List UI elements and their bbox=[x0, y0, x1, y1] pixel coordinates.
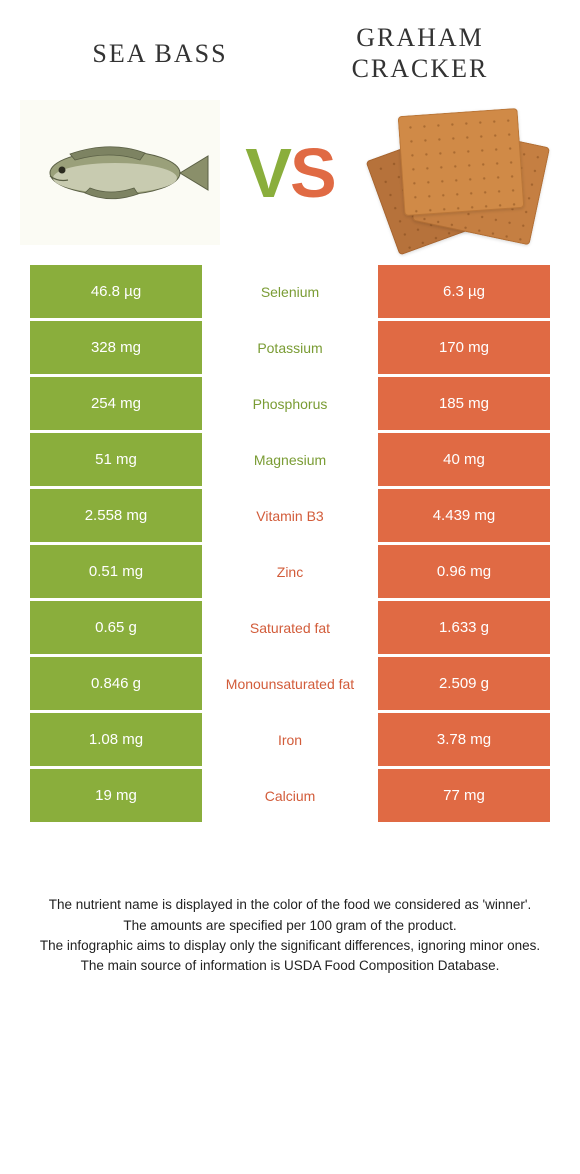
right-value-cell: 6.3 µg bbox=[378, 265, 550, 318]
table-row: 0.846 gMonounsaturated fat2.509 g bbox=[30, 657, 550, 710]
right-food-image bbox=[360, 100, 560, 245]
table-row: 51 mgMagnesium40 mg bbox=[30, 433, 550, 486]
left-value-cell: 2.558 mg bbox=[30, 489, 202, 542]
nutrient-name-cell: Iron bbox=[202, 713, 378, 766]
vs-letter-s: S bbox=[290, 133, 335, 213]
left-value-cell: 328 mg bbox=[30, 321, 202, 374]
right-value-cell: 3.78 mg bbox=[378, 713, 550, 766]
table-row: 328 mgPotassium170 mg bbox=[30, 321, 550, 374]
footer-line: The main source of information is USDA F… bbox=[30, 956, 550, 976]
right-food-title: GRAHAM CRACKER bbox=[290, 22, 550, 84]
footer-line: The infographic aims to display only the… bbox=[30, 936, 550, 956]
left-food-image bbox=[20, 100, 220, 245]
left-value-cell: 1.08 mg bbox=[30, 713, 202, 766]
right-value-cell: 185 mg bbox=[378, 377, 550, 430]
nutrient-name-cell: Selenium bbox=[202, 265, 378, 318]
footer-line: The amounts are specified per 100 gram o… bbox=[30, 916, 550, 936]
fish-icon bbox=[30, 138, 210, 208]
nutrient-name-cell: Zinc bbox=[202, 545, 378, 598]
table-row: 46.8 µgSelenium6.3 µg bbox=[30, 265, 550, 318]
right-value-cell: 77 mg bbox=[378, 769, 550, 822]
right-value-cell: 1.633 g bbox=[378, 601, 550, 654]
footer-line: The nutrient name is displayed in the co… bbox=[30, 895, 550, 915]
left-value-cell: 0.65 g bbox=[30, 601, 202, 654]
left-value-cell: 0.846 g bbox=[30, 657, 202, 710]
nutrient-name-cell: Calcium bbox=[202, 769, 378, 822]
nutrient-name-cell: Magnesium bbox=[202, 433, 378, 486]
left-value-cell: 19 mg bbox=[30, 769, 202, 822]
right-value-cell: 40 mg bbox=[378, 433, 550, 486]
crackers-icon bbox=[375, 108, 545, 238]
left-value-cell: 0.51 mg bbox=[30, 545, 202, 598]
left-food-title: SEA BASS bbox=[30, 38, 290, 69]
nutrient-name-cell: Phosphorus bbox=[202, 377, 378, 430]
vs-letter-v: V bbox=[245, 133, 290, 213]
nutrient-name-cell: Saturated fat bbox=[202, 601, 378, 654]
table-row: 254 mgPhosphorus185 mg bbox=[30, 377, 550, 430]
nutrient-name-cell: Vitamin B3 bbox=[202, 489, 378, 542]
table-row: 1.08 mgIron3.78 mg bbox=[30, 713, 550, 766]
images-row: VS bbox=[0, 94, 580, 265]
right-value-cell: 170 mg bbox=[378, 321, 550, 374]
vs-label: VS bbox=[245, 133, 334, 213]
nutrient-table: 46.8 µgSelenium6.3 µg328 mgPotassium170 … bbox=[30, 265, 550, 825]
right-value-cell: 4.439 mg bbox=[378, 489, 550, 542]
table-row: 0.51 mgZinc0.96 mg bbox=[30, 545, 550, 598]
nutrient-name-cell: Monounsaturated fat bbox=[202, 657, 378, 710]
footer-notes: The nutrient name is displayed in the co… bbox=[0, 825, 580, 976]
table-row: 2.558 mgVitamin B34.439 mg bbox=[30, 489, 550, 542]
right-value-cell: 0.96 mg bbox=[378, 545, 550, 598]
nutrient-name-cell: Potassium bbox=[202, 321, 378, 374]
left-value-cell: 46.8 µg bbox=[30, 265, 202, 318]
left-value-cell: 254 mg bbox=[30, 377, 202, 430]
table-row: 0.65 gSaturated fat1.633 g bbox=[30, 601, 550, 654]
right-value-cell: 2.509 g bbox=[378, 657, 550, 710]
left-value-cell: 51 mg bbox=[30, 433, 202, 486]
header: SEA BASS GRAHAM CRACKER bbox=[0, 0, 580, 94]
table-row: 19 mgCalcium77 mg bbox=[30, 769, 550, 822]
